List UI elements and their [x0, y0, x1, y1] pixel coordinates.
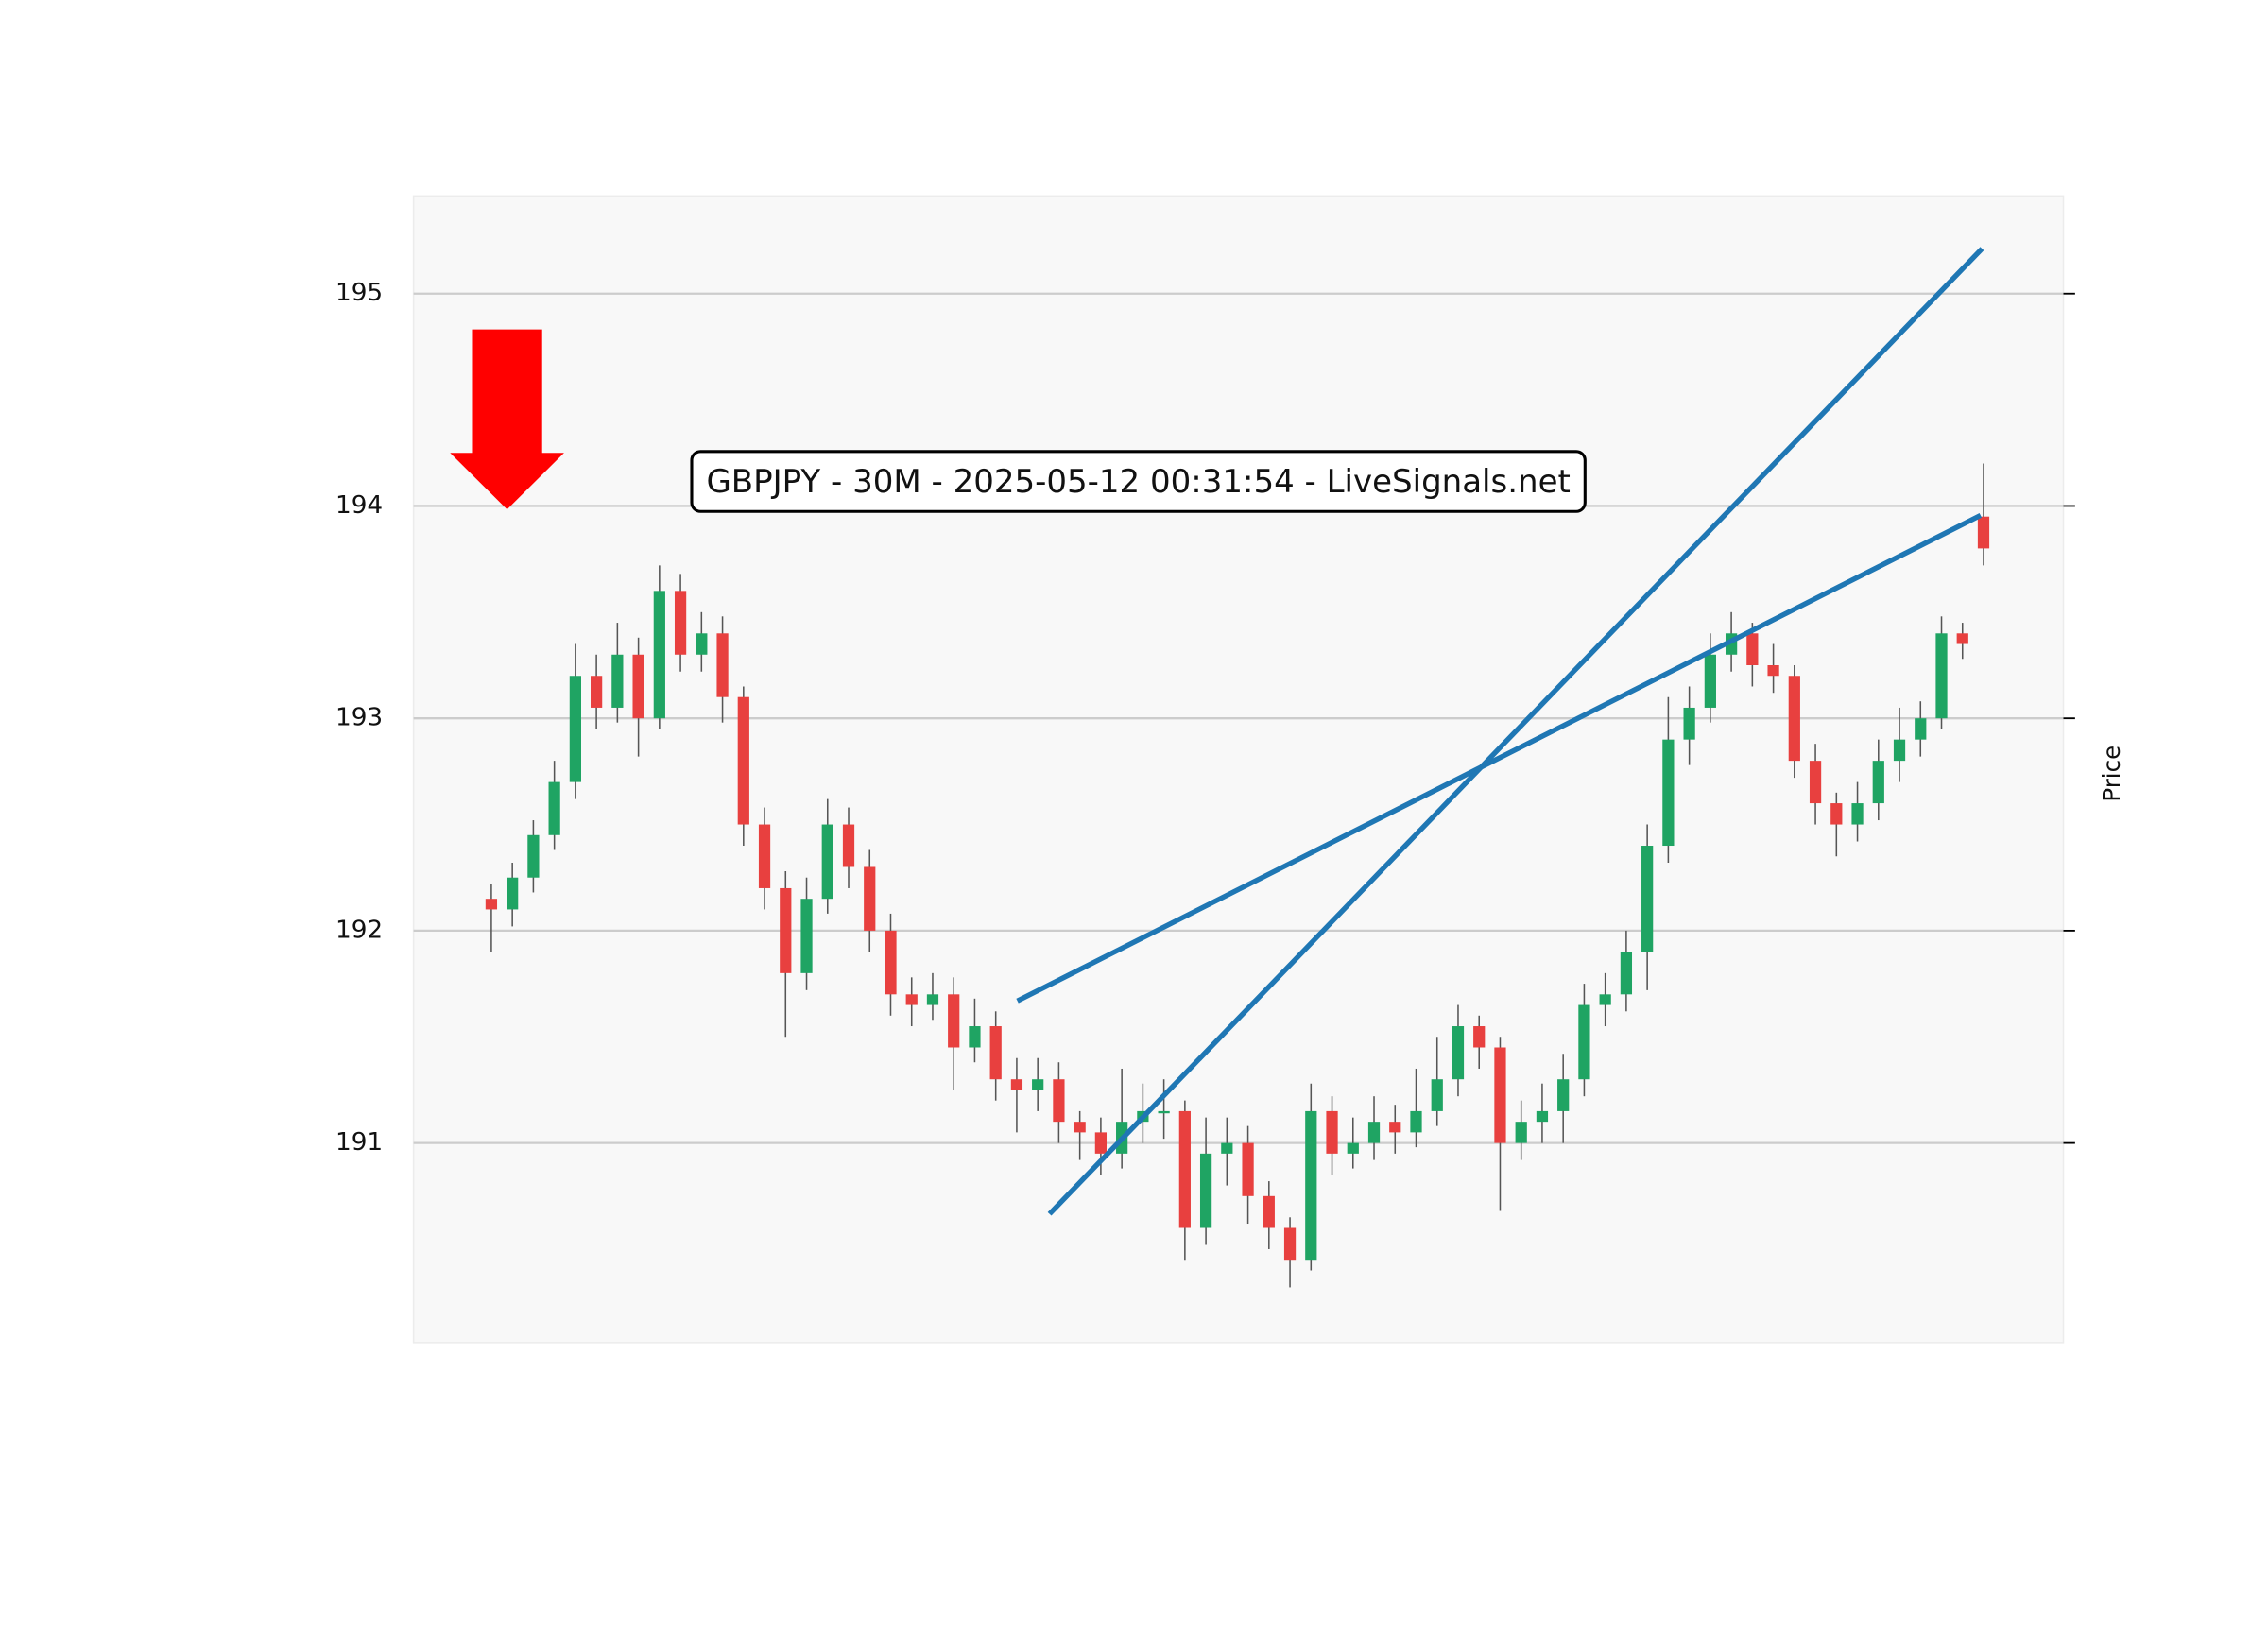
candle-body: [780, 887, 792, 973]
title-frame: [690, 450, 1587, 513]
candles: [485, 463, 1990, 1288]
candle-body: [1431, 1079, 1443, 1111]
candle-body: [1305, 1110, 1317, 1261]
candle-body: [1935, 633, 1948, 719]
candle-body: [1851, 803, 1864, 825]
candle-body: [1872, 761, 1884, 804]
candle-body: [926, 994, 939, 1005]
candle-body: [1032, 1079, 1044, 1090]
candle-body: [1178, 1110, 1191, 1228]
candle-body: [1578, 1004, 1590, 1080]
candle-body: [611, 654, 624, 708]
y-tick-label: 191: [335, 1128, 383, 1157]
candle-body: [1830, 803, 1843, 825]
candle-body: [905, 994, 918, 1005]
candle-body: [821, 824, 833, 900]
trendline: [1016, 512, 1983, 1004]
candle-body: [1746, 633, 1759, 666]
candle-body: [591, 676, 603, 708]
candle-body: [1956, 633, 1968, 644]
candle-body: [989, 1026, 1002, 1080]
y-axis-label: Price: [2098, 746, 2125, 802]
candle-body: [1347, 1142, 1359, 1154]
candle-body: [1410, 1110, 1422, 1133]
candle-body: [1367, 1122, 1381, 1143]
candle-body: [1074, 1122, 1086, 1133]
title-box: GBPJPY - 30M - 2025-05-12 00:31:54 - Liv…: [690, 450, 1587, 513]
candle-body: [1326, 1110, 1338, 1154]
candle-body: [1641, 846, 1654, 952]
y-tick-label: 192: [335, 916, 383, 944]
candle-body: [800, 899, 813, 973]
candle-body: [1158, 1110, 1170, 1114]
signal-arrow: [450, 329, 564, 510]
candle-body: [1473, 1026, 1486, 1048]
candle-body: [1242, 1142, 1254, 1196]
candle-body: [1893, 739, 1906, 762]
candle-body: [674, 591, 687, 655]
candle-body: [1494, 1047, 1506, 1143]
candle-body: [548, 781, 560, 835]
candle-body: [485, 899, 498, 910]
candle-body: [948, 994, 960, 1048]
plot-area: [412, 195, 2065, 1344]
candle-body: [1767, 665, 1779, 677]
candle-body: [1788, 676, 1800, 762]
y-tick-label: 193: [335, 704, 383, 732]
candle-body: [1809, 761, 1822, 804]
candle-body: [1263, 1195, 1275, 1228]
candle-body: [1977, 516, 1990, 549]
candle-body: [1683, 707, 1695, 740]
candle-body: [1010, 1079, 1023, 1090]
candle-body: [1283, 1227, 1297, 1261]
candle-body: [632, 654, 644, 719]
y-tick-label: 195: [335, 279, 383, 307]
candle-body: [885, 930, 897, 995]
candle-body: [653, 591, 665, 719]
candle-body: [1094, 1132, 1108, 1154]
candle-body: [842, 824, 855, 867]
candle-body: [1704, 654, 1716, 708]
candle-body: [1915, 718, 1927, 740]
candle-body: [1452, 1026, 1465, 1080]
candle-body: [1536, 1110, 1549, 1123]
trendline: [1047, 247, 1984, 1216]
chart-title: GBPJPY - 30M - 2025-05-12 00:31:54 - Liv…: [706, 463, 1570, 500]
y-tick-label: 194: [335, 491, 383, 520]
candle-body: [1053, 1079, 1065, 1123]
candle-body: [507, 877, 519, 910]
candle-body: [1557, 1079, 1570, 1111]
candle-body: [696, 633, 708, 655]
candle-body: [758, 824, 771, 888]
grid: 191 192 193 194 195: [335, 279, 2075, 1157]
candle-body: [1515, 1122, 1527, 1143]
trendlines: [1016, 247, 1984, 1216]
candle-body: [1389, 1122, 1401, 1133]
candle-body: [1620, 952, 1633, 995]
candle-body: [737, 696, 749, 825]
candle-body: [1199, 1153, 1212, 1228]
candle-body: [716, 633, 729, 697]
candle-body: [1221, 1142, 1233, 1154]
candle-body: [1599, 994, 1611, 1005]
candle-body: [1662, 739, 1675, 847]
candle-body: [569, 676, 581, 782]
candle-body: [527, 834, 540, 878]
candle-body: [969, 1026, 981, 1048]
candle-body: [864, 866, 876, 931]
